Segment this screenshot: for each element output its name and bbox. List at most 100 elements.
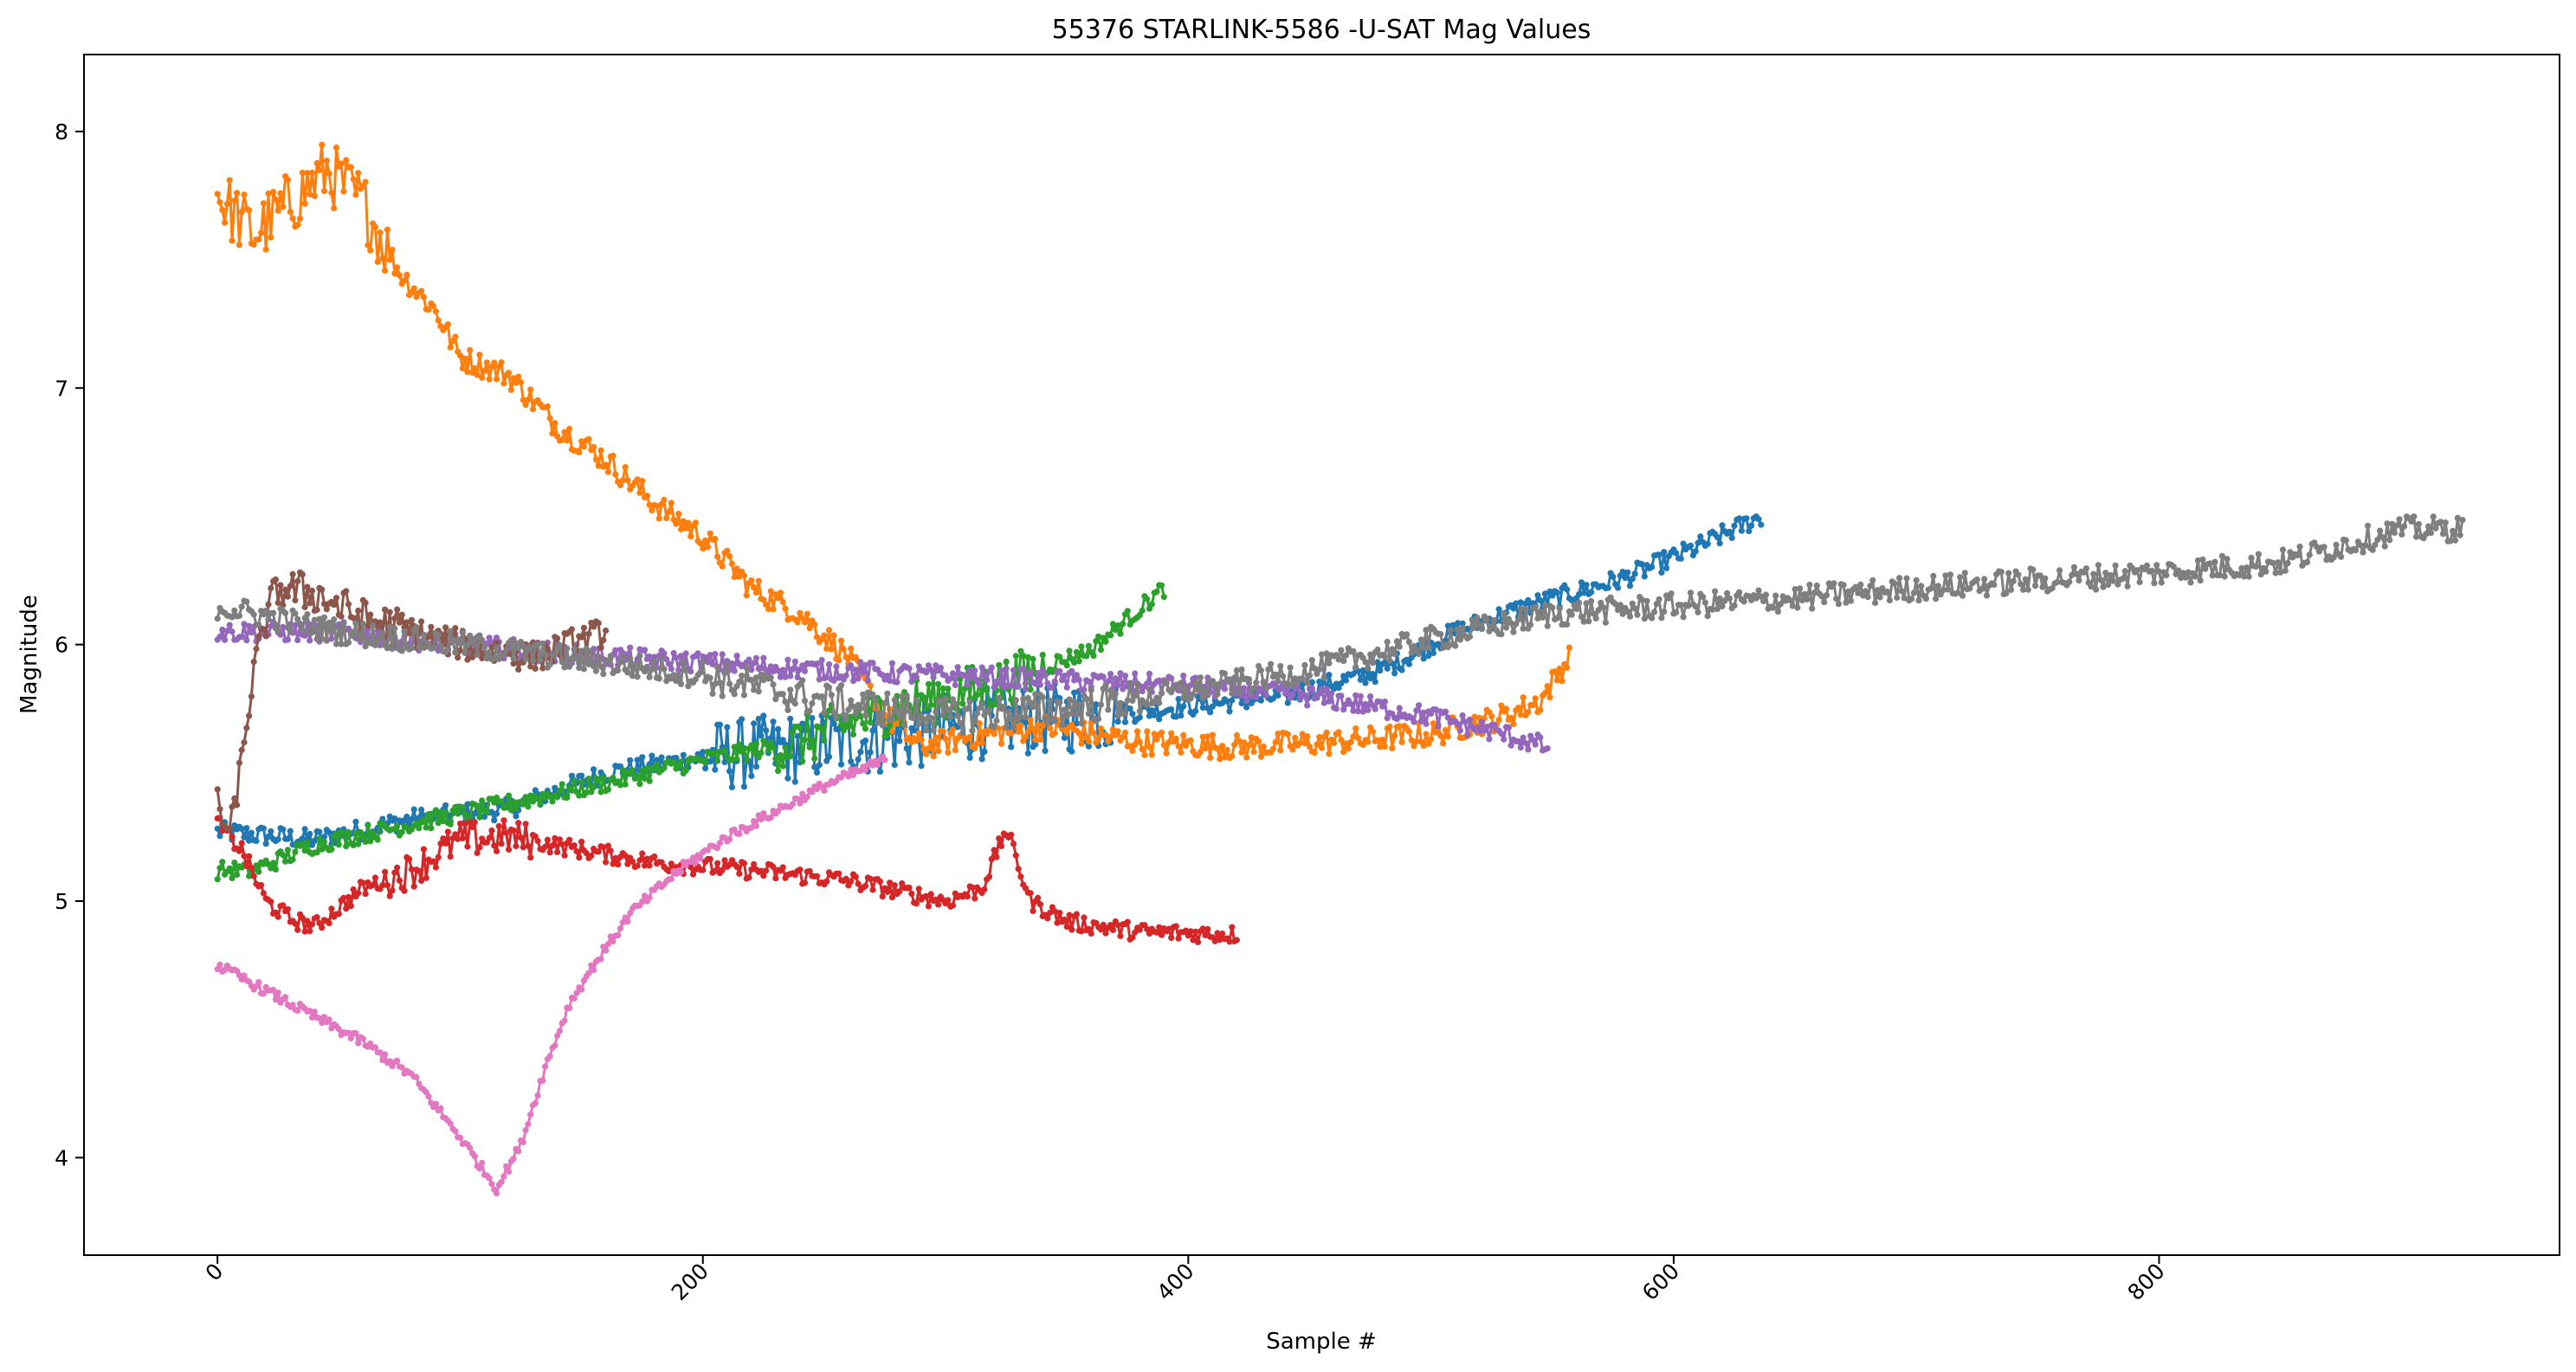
- data-point: [1015, 866, 1022, 873]
- data-point: [1207, 709, 1214, 716]
- data-point: [791, 700, 798, 707]
- data-point: [1124, 697, 1131, 704]
- data-point: [1078, 643, 1085, 650]
- data-point: [319, 846, 326, 853]
- data-point: [498, 1179, 505, 1186]
- data-point: [2255, 551, 2262, 557]
- data-point: [1102, 930, 1109, 937]
- data-point: [280, 826, 287, 833]
- data-point: [1428, 736, 1435, 743]
- data-point: [1308, 657, 1315, 664]
- data-point: [751, 860, 758, 868]
- data-point: [1374, 737, 1381, 744]
- data-point: [1061, 734, 1068, 742]
- data-point: [1417, 636, 1424, 643]
- data-point: [1580, 618, 1587, 625]
- data-point: [603, 859, 610, 866]
- data-point: [939, 685, 946, 692]
- data-point: [236, 242, 242, 248]
- data-point: [296, 216, 304, 222]
- data-point: [1695, 539, 1701, 546]
- data-point: [583, 646, 590, 653]
- data-point: [1100, 921, 1107, 928]
- x-axis-label: Sample #: [1266, 1329, 1377, 1355]
- data-point: [1141, 751, 1148, 758]
- data-point: [797, 866, 804, 873]
- data-point: [2209, 572, 2216, 579]
- data-point: [930, 727, 937, 734]
- data-point: [418, 806, 425, 814]
- data-point: [908, 678, 915, 686]
- data-point: [939, 727, 946, 734]
- data-point: [1927, 585, 1934, 592]
- data-point: [413, 624, 420, 631]
- data-point: [758, 867, 765, 874]
- data-point: [607, 847, 614, 854]
- data-point: [2090, 570, 2097, 577]
- data-point: [661, 496, 668, 504]
- data-point: [391, 270, 398, 277]
- data-point: [1345, 745, 1352, 752]
- data-point: [852, 715, 859, 722]
- data-point: [564, 645, 571, 652]
- data-point: [1614, 607, 1622, 614]
- data-point: [391, 615, 398, 622]
- data-point: [1872, 599, 1879, 607]
- data-point: [1474, 614, 1481, 622]
- data-point: [821, 709, 828, 717]
- data-point: [1798, 596, 1806, 604]
- data-point: [709, 690, 716, 698]
- data-point: [1379, 736, 1386, 744]
- data-point: [1501, 609, 1508, 616]
- data-point: [1537, 734, 1544, 741]
- data-point: [1097, 926, 1104, 933]
- data-point: [767, 674, 774, 681]
- data-point: [2294, 552, 2301, 559]
- data-point: [580, 624, 588, 631]
- data-point: [848, 878, 855, 885]
- data-point: [2194, 557, 2201, 564]
- data-point: [2088, 583, 2095, 590]
- data-point: [947, 713, 954, 721]
- data-point: [1372, 679, 1378, 686]
- data-point: [1175, 695, 1182, 703]
- data-point: [1226, 708, 1233, 715]
- data-point: [437, 642, 444, 649]
- data-point: [942, 735, 949, 743]
- data-point: [260, 626, 267, 633]
- data-point: [568, 772, 576, 779]
- data-point: [1284, 699, 1291, 706]
- data-point: [923, 705, 930, 712]
- data-point: [930, 753, 937, 760]
- data-point: [813, 660, 821, 667]
- data-point: [2199, 556, 2206, 563]
- data-point: [362, 599, 369, 607]
- data-point: [377, 641, 384, 649]
- data-point: [320, 614, 328, 621]
- data-point: [840, 646, 847, 653]
- data-point: [1957, 574, 1964, 581]
- data-point: [1112, 690, 1119, 697]
- data-point: [721, 758, 728, 766]
- data-point: [665, 660, 673, 667]
- data-point: [1874, 587, 1881, 594]
- data-point: [500, 380, 507, 387]
- data-point: [474, 849, 481, 857]
- data-point: [1359, 667, 1366, 674]
- data-point: [1236, 689, 1243, 696]
- data-point: [1709, 606, 1716, 613]
- data-point: [1786, 596, 1794, 604]
- data-point: [2217, 572, 2224, 579]
- data-point: [377, 229, 384, 236]
- data-point: [231, 795, 238, 802]
- data-point: [2362, 542, 2369, 549]
- data-point: [1253, 693, 1260, 700]
- data-point: [307, 637, 313, 644]
- data-point: [1326, 750, 1333, 757]
- data-point: [1180, 703, 1187, 710]
- data-point: [282, 586, 289, 593]
- data-point: [1071, 698, 1078, 705]
- data-point: [1172, 713, 1179, 720]
- data-point: [471, 819, 478, 826]
- data-point: [432, 807, 439, 814]
